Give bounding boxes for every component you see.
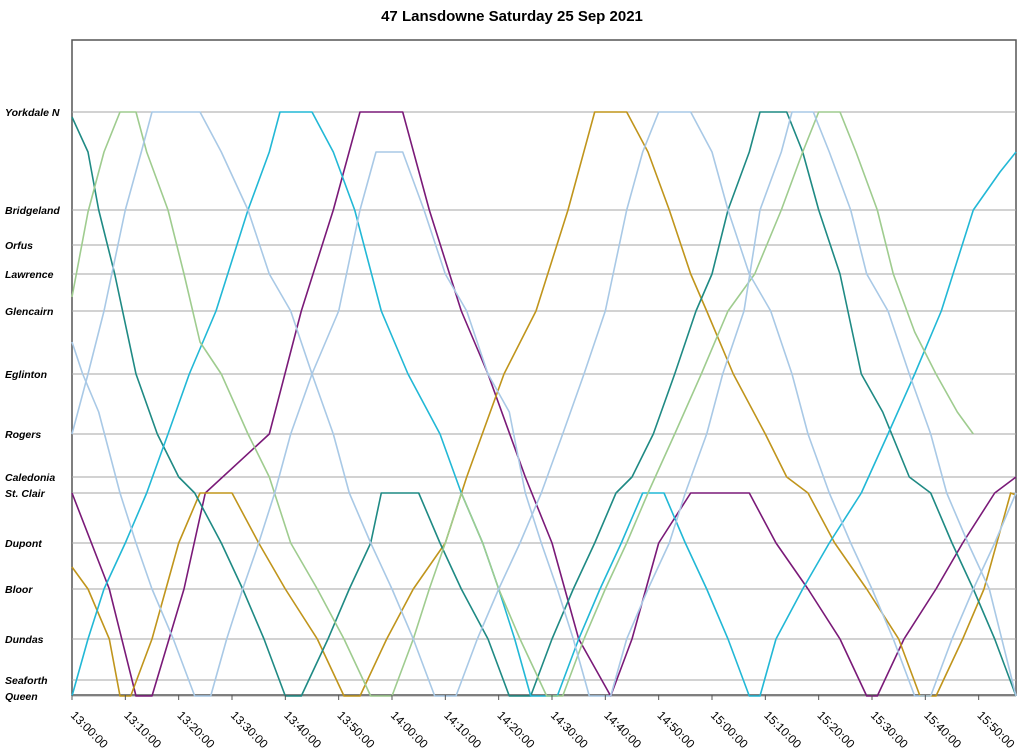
stop-label: Rogers [5,429,41,441]
x-tick-label: 13:20:00 [175,708,218,751]
x-tick-label: 13:30:00 [228,708,271,751]
stop-label: Eglinton [5,369,47,381]
stop-label: Caledonia [5,472,55,484]
x-tick-label: 14:40:00 [601,708,644,751]
x-tick-label: 15:40:00 [921,708,964,751]
x-tick-label: 14:30:00 [548,708,591,751]
x-tick-label: 15:10:00 [761,708,804,751]
x-tick-label: 15:50:00 [975,708,1018,751]
series-group [71,111,1017,697]
stop-label: Bloor [5,584,33,596]
x-tick-label: 13:50:00 [335,708,378,751]
stop-label: Orfus [5,240,33,252]
x-tick-label: 13:10:00 [121,708,164,751]
vehicle-trace-3 [71,111,1017,697]
stop-label: Queen [5,691,38,703]
x-tick-label: 14:50:00 [655,708,698,751]
time-labels: 13:00:00 13:10:00 13:20:00 13:30:00 13:40:00… [68,695,1018,751]
stop-label: Yorkdale N [5,107,60,119]
stop-label: Lawrence [5,269,54,281]
x-tick-label: 14:20:00 [495,708,538,751]
x-tick-label: 14:00:00 [388,708,431,751]
vehicle-trace-1 [71,111,1017,697]
x-tick-label: 14:10:00 [441,708,484,751]
plot-frame [71,39,1017,696]
vehicle-trace-4 [71,111,1017,697]
vehicle-trace-6 [71,111,1017,697]
stop-label: Glencairn [5,306,53,318]
x-tick-label: 15:00:00 [708,708,751,751]
x-tick-label: 15:20:00 [815,708,858,751]
stop-label: Bridgeland [5,205,60,217]
stop-label: St. Clair [5,488,46,500]
stop-label: Dupont [5,538,42,550]
chart-title: 47 Lansdowne Saturday 25 Sep 2021 [381,8,643,25]
vehicle-trace-7 [71,111,1017,697]
stop-labels: Yorkdale N Bridgeland Orfus Lawrence Glencai… [5,107,60,703]
grid-lines [72,111,1016,697]
stop-label: Dundas [5,634,44,646]
stop-label: Seaforth [5,675,48,687]
x-tick-label: 13:00:00 [68,708,111,751]
x-tick-label: 13:40:00 [281,708,324,751]
x-tick-label: 15:30:00 [868,708,911,751]
